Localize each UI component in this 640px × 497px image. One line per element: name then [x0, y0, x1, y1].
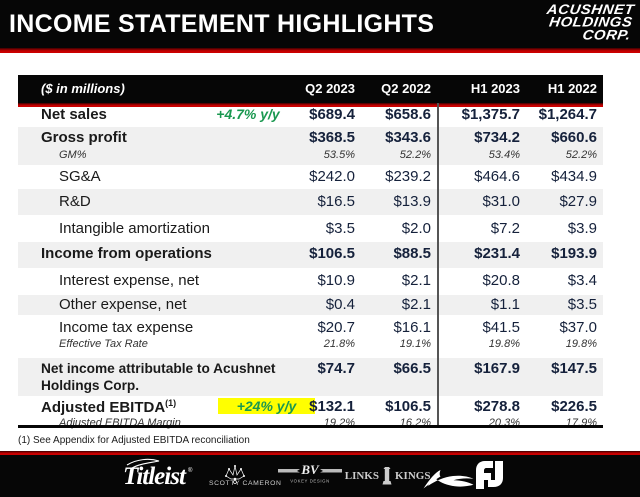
svg-text:SCOTTY CAMERON: SCOTTY CAMERON	[209, 480, 281, 487]
svg-text:LINKS: LINKS	[345, 470, 379, 482]
svg-text:VOKEY DESIGN: VOKEY DESIGN	[290, 479, 330, 484]
svg-text:BV: BV	[300, 462, 320, 477]
svg-text:®: ®	[188, 467, 193, 474]
svg-text:Titleist: Titleist	[123, 463, 187, 490]
svg-text:KINGS: KINGS	[395, 470, 430, 482]
